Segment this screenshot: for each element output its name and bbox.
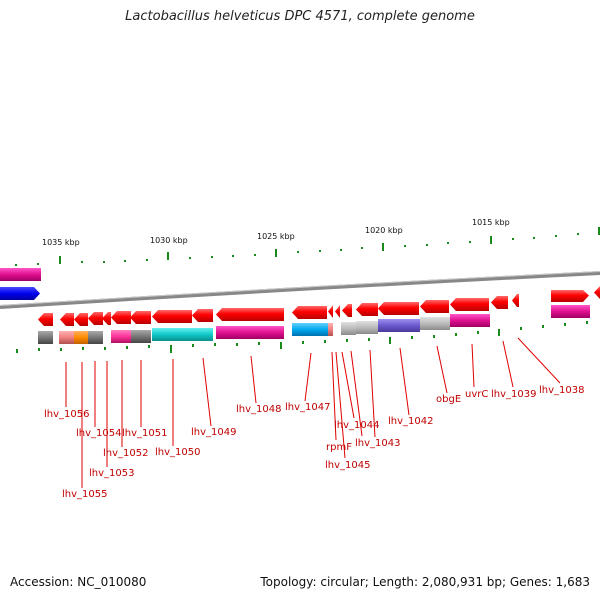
gene-arrow [102,312,111,325]
cog-blocks [38,305,590,344]
gene-label: lhv_1049 [191,427,236,438]
gene-arrow [38,313,53,326]
label-leaders [65,337,561,488]
lower-ticks [16,321,588,353]
scale-ticks [15,227,600,266]
feature-arrow [0,287,40,300]
gene-label: lhv_1053 [89,468,134,479]
gene-arrow [491,296,508,309]
scale-label: 1025 kbp [257,232,295,241]
gene-label: lhv_1047 [285,402,330,413]
scale-label: 1020 kbp [365,226,403,235]
gene-arrow [328,305,333,318]
gene-arrows [38,286,600,326]
gene-label: lhv_1052 [103,448,148,459]
gene-arrow [88,312,103,325]
gene-label: lhv_1044 [334,420,379,431]
gene-arrow [594,286,600,299]
gene-label: obgE [436,394,461,405]
gene-label: lhv_1050 [155,447,200,458]
gene-label: uvrC [465,389,488,400]
scale-label: 1030 kbp [150,236,188,245]
gene-arrow [378,302,419,315]
gene-arrow [292,306,327,319]
gene-arrow [512,294,519,307]
feature-block [0,268,41,281]
gene-label: lhv_1051 [122,428,167,439]
genome-backbone [0,271,600,309]
gene-arrow [60,313,74,326]
gene-arrow [111,311,131,324]
gene-label: lhv_1056 [44,409,89,420]
gene-arrow [130,311,151,324]
gene-label: lhv_1054 [76,428,121,439]
gene-label: lhv_1048 [236,404,281,415]
scale-label: 1035 kbp [42,238,80,247]
gene-label: lhv_1045 [325,460,370,471]
gene-arrow [192,309,213,322]
gene-arrow [450,298,489,311]
gene-arrow [551,290,589,302]
map-title: Lactobacillus helveticus DPC 4571, compl… [125,9,475,24]
gene-arrow [216,308,284,321]
gene-label: lhv_1042 [388,416,433,427]
scale-label: 1015 kbp [472,218,510,227]
gene-arrow [342,304,352,317]
accession-text: Accession: NC_010080 [10,575,147,589]
genome-info-text: Topology: circular; Length: 2,080,931 bp… [260,575,590,589]
gene-label: lhv_1039 [491,389,536,400]
gene-label: rpmF [326,442,352,453]
gene-label: lhv_1055 [62,489,107,500]
gene-arrow [356,303,378,316]
gene-arrow [152,310,192,323]
gene-arrow [74,313,88,326]
gene-arrow [335,305,340,318]
gene-arrow [420,300,449,313]
gene-label: lhv_1043 [355,438,400,449]
gene-label: lhv_1038 [539,385,584,396]
